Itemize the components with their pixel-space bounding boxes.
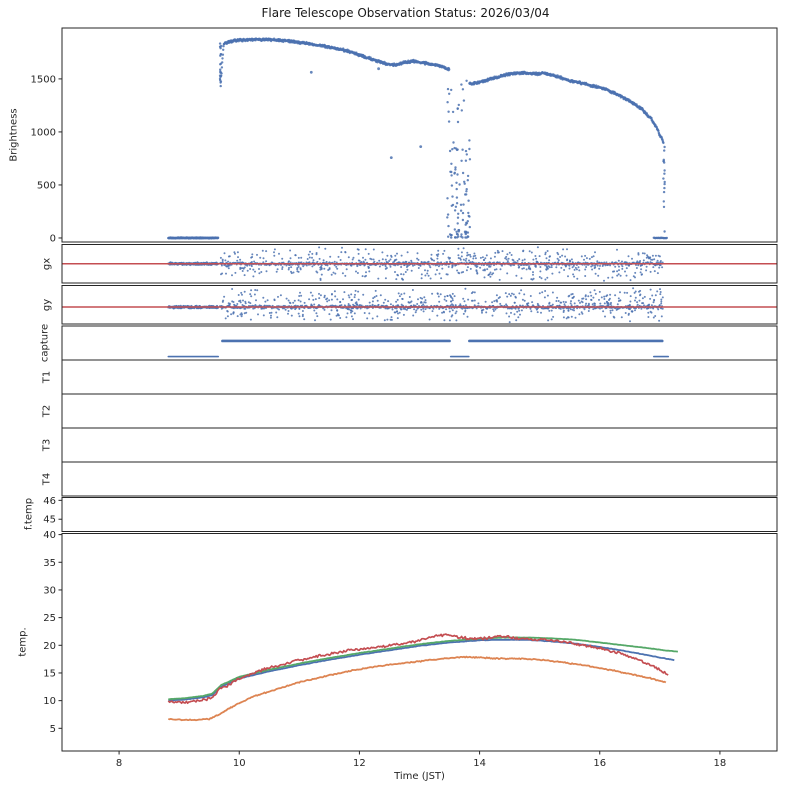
panel-T2 xyxy=(61,393,778,429)
ylabel-gy: gy xyxy=(41,298,53,312)
xtick-10: 10 xyxy=(233,758,246,769)
panel-T1 xyxy=(61,359,778,395)
ylabel-gx: gx xyxy=(41,257,53,271)
ytick-temp-30: 30 xyxy=(43,585,56,596)
ylabel-t4: T4 xyxy=(41,472,53,486)
ylabel-ftemp: f.temp xyxy=(23,497,35,531)
ytick-ftemp-46: 46 xyxy=(43,496,56,507)
ylabel-t2: T2 xyxy=(41,404,53,418)
ytick-temp-10: 10 xyxy=(43,696,56,707)
panel-capture xyxy=(61,325,778,361)
ytick-ftemp-45: 45 xyxy=(43,515,56,526)
panel-gx xyxy=(61,244,778,284)
panel-gy xyxy=(61,285,778,325)
xtick-14: 14 xyxy=(473,758,486,769)
xtick-12: 12 xyxy=(353,758,366,769)
ytick-brightness-0: 0 xyxy=(50,233,56,244)
ylabel-capture: capture xyxy=(39,323,51,363)
x-axis-label: Time (JST) xyxy=(394,771,445,782)
chart-title: Flare Telescope Observation Status: 2026… xyxy=(261,6,550,20)
ylabel-t1: T1 xyxy=(41,370,53,384)
ylabel-brightness: Brightness xyxy=(8,108,20,162)
ytick-brightness-1000: 1000 xyxy=(31,127,56,138)
xtick-8: 8 xyxy=(116,758,122,769)
ytick-temp-15: 15 xyxy=(43,668,56,679)
ylabel-t3: T3 xyxy=(41,438,53,452)
panel-temp: 5 10 15 20 25 30 35 40 xyxy=(43,530,778,752)
panel-brightness: 0 500 1000 1500 xyxy=(31,27,778,244)
panel-T3 xyxy=(61,427,778,463)
panel-ftemp: 45 46 xyxy=(43,496,778,532)
ytick-temp-20: 20 xyxy=(43,641,56,652)
xtick-16: 16 xyxy=(593,758,606,769)
panel-T4 xyxy=(61,461,778,497)
ytick-temp-5: 5 xyxy=(50,724,56,735)
ytick-brightness-500: 500 xyxy=(37,180,56,191)
ytick-brightness-1500: 1500 xyxy=(31,74,56,85)
ytick-temp-35: 35 xyxy=(43,558,56,569)
xtick-18: 18 xyxy=(714,758,727,769)
ytick-temp-40: 40 xyxy=(43,530,56,541)
ytick-temp-25: 25 xyxy=(43,613,56,624)
ylabel-temp: temp. xyxy=(17,627,29,657)
